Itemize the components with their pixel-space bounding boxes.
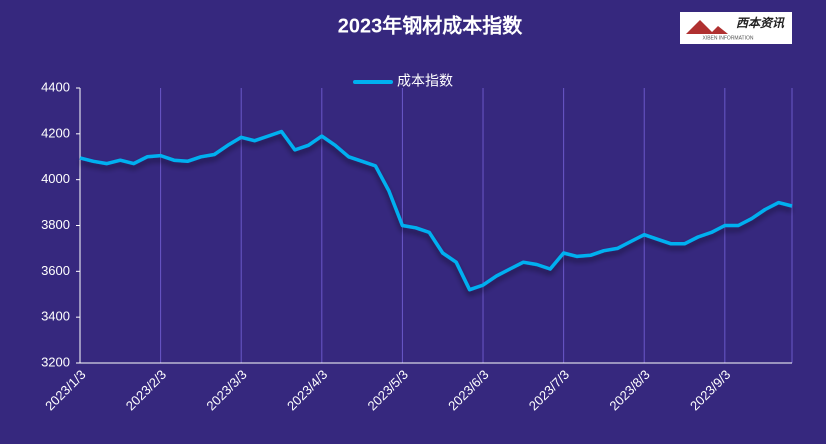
- y-tick-label: 3800: [41, 217, 70, 232]
- x-tick-label: 2023/2/3: [123, 367, 169, 413]
- y-tick-label: 4200: [41, 125, 70, 140]
- x-tick-label: 2023/4/3: [284, 367, 330, 413]
- x-tick-label: 2023/8/3: [606, 367, 652, 413]
- legend-label: 成本指数: [397, 73, 453, 89]
- y-tick-label: 3400: [41, 309, 70, 324]
- line: [79, 129, 793, 292]
- logo-subtext: XIBEN INFORMATION: [702, 35, 753, 41]
- logo: 西本资讯 XIBEN INFORMATION: [680, 12, 792, 44]
- x-tick-label: 2023/5/3: [365, 367, 411, 413]
- x-tick-label: 2023/9/3: [687, 367, 733, 413]
- y-tick-label: 3600: [41, 263, 70, 278]
- x-tick-label: 2023/1/3: [42, 367, 88, 413]
- logo-icon: [686, 20, 728, 34]
- x-tick-label: 2023/6/3: [445, 367, 491, 413]
- y-tick-label: 3200: [41, 354, 70, 369]
- y-tick-label: 4000: [41, 171, 70, 186]
- x-tick-label: 2023/3/3: [203, 367, 249, 413]
- x-tick-label: 2023/7/3: [526, 367, 572, 413]
- chart-title: 2023年钢材成本指数: [338, 13, 523, 37]
- logo-text: 西本资讯: [736, 16, 785, 30]
- y-tick-label: 4400: [41, 79, 70, 94]
